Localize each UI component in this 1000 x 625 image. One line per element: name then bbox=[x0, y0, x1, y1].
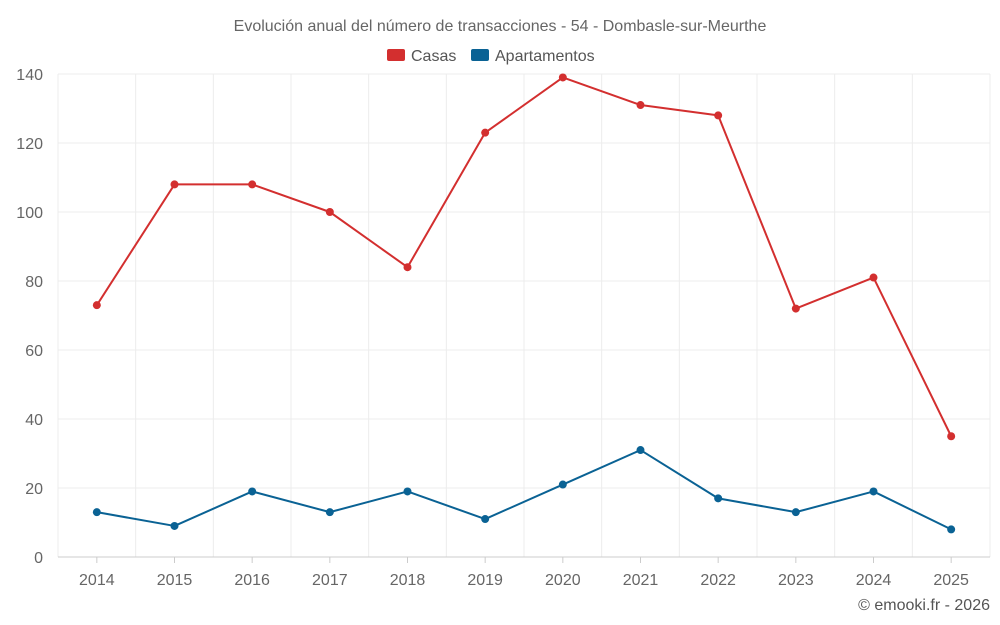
y-tick-label: 40 bbox=[25, 412, 43, 429]
chart-title: Evolución anual del número de transaccio… bbox=[234, 18, 767, 35]
data-point-casas[interactable] bbox=[248, 180, 257, 189]
credit-text: © emooki.fr - 2026 bbox=[858, 597, 990, 614]
legend-swatch-apartamentos[interactable] bbox=[471, 49, 489, 61]
legend-label-apartamentos[interactable]: Apartamentos bbox=[495, 48, 595, 65]
y-tick-label: 0 bbox=[34, 550, 43, 567]
legend[interactable]: Casas Apartamentos bbox=[387, 48, 595, 65]
data-point-casas[interactable] bbox=[714, 111, 723, 120]
series-line-apartamentos[interactable] bbox=[96, 449, 952, 531]
x-tick-label: 2018 bbox=[390, 572, 426, 589]
data-point-apartamentos[interactable] bbox=[791, 508, 800, 517]
series-line-casas[interactable] bbox=[95, 76, 953, 437]
grid bbox=[57, 73, 991, 558]
y-tick-label: 140 bbox=[16, 67, 43, 84]
x-tick-label: 2017 bbox=[312, 572, 348, 589]
data-point-apartamentos[interactable] bbox=[481, 515, 490, 524]
y-tick-label: 120 bbox=[16, 136, 43, 153]
data-point-casas[interactable] bbox=[636, 101, 645, 110]
data-point-apartamentos[interactable] bbox=[248, 487, 257, 496]
y-tick-label: 20 bbox=[25, 481, 43, 498]
x-tick-label: 2024 bbox=[856, 572, 892, 589]
data-point-apartamentos[interactable] bbox=[636, 446, 645, 455]
x-tick-label: 2014 bbox=[79, 572, 115, 589]
data-point-apartamentos[interactable] bbox=[170, 521, 179, 530]
y-axis-ticks: 0 20 40 60 80 100 120 140 bbox=[16, 67, 43, 567]
data-point-casas[interactable] bbox=[403, 263, 412, 272]
data-point-casas[interactable] bbox=[791, 304, 800, 313]
data-point-casas[interactable] bbox=[947, 432, 956, 441]
data-point-casas[interactable] bbox=[170, 180, 179, 189]
y-tick-label: 100 bbox=[16, 205, 43, 222]
series-group bbox=[92, 73, 956, 534]
data-point-casas[interactable] bbox=[481, 128, 490, 137]
data-point-apartamentos[interactable] bbox=[325, 508, 334, 517]
x-tick-label: 2021 bbox=[623, 572, 659, 589]
x-tick-label: 2016 bbox=[234, 572, 270, 589]
data-point-casas[interactable] bbox=[325, 208, 334, 216]
x-tick-label: 2023 bbox=[778, 572, 814, 589]
x-tick-label: 2015 bbox=[157, 572, 193, 589]
legend-swatch-casas[interactable] bbox=[387, 49, 405, 61]
legend-label-casas[interactable]: Casas bbox=[411, 48, 456, 65]
data-point-casas[interactable] bbox=[558, 73, 567, 82]
x-axis-ticks: 2014 2015 2016 2017 2018 2019 2020 2021 2022 2023… bbox=[79, 557, 969, 589]
data-point-apartamentos[interactable] bbox=[947, 525, 956, 534]
data-point-casas[interactable] bbox=[869, 273, 878, 282]
y-tick-label: 60 bbox=[25, 343, 43, 360]
data-point-apartamentos[interactable] bbox=[714, 494, 723, 503]
data-point-casas[interactable] bbox=[92, 301, 101, 310]
data-point-apartamentos[interactable] bbox=[558, 480, 567, 489]
y-tick-label: 80 bbox=[25, 274, 43, 291]
x-tick-label: 2019 bbox=[467, 572, 503, 589]
data-point-apartamentos[interactable] bbox=[92, 508, 101, 517]
x-tick-label: 2025 bbox=[933, 572, 969, 589]
data-point-apartamentos[interactable] bbox=[869, 487, 878, 496]
data-point-apartamentos[interactable] bbox=[403, 487, 412, 496]
x-tick-label: 2020 bbox=[545, 572, 581, 589]
x-tick-label: 2022 bbox=[700, 572, 736, 589]
